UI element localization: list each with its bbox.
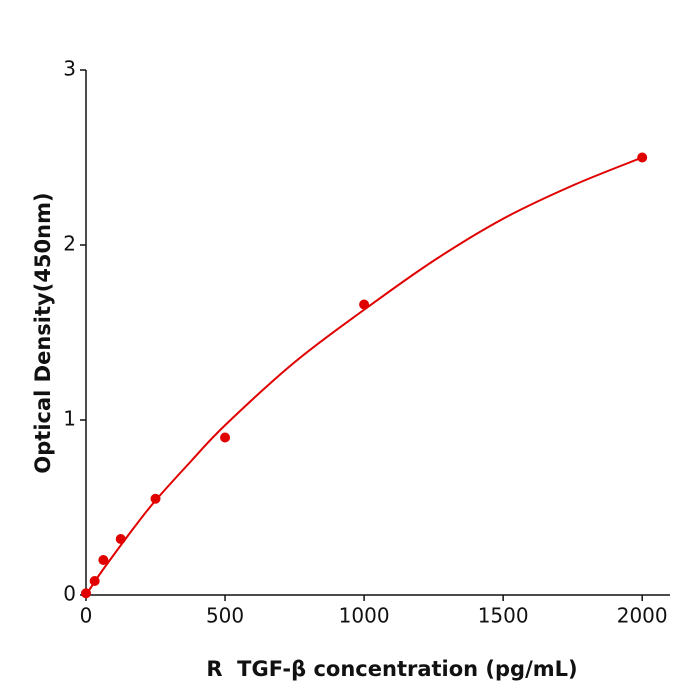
x-axis-label: R TGF-β concentration (pg/mL) [206,657,577,681]
x-tick-label: 1000 [339,604,390,628]
data-point [359,299,370,310]
data-point [81,588,91,599]
data-point [220,432,231,443]
x-tick-label: 0 [80,604,93,628]
x-tick-label: 1500 [478,604,529,628]
data-point [150,493,161,504]
data-point [115,534,126,544]
y-tick-label: 2 [63,232,76,256]
y-tick-label: 3 [63,57,76,81]
y-tick-label: 0 [63,582,76,606]
data-point [98,555,109,565]
y-tick-label: 1 [63,407,76,431]
x-tick-label: 500 [206,604,244,628]
data-point [637,152,648,163]
y-axis-label: Optical Density(450nm) [31,192,55,473]
x-tick-label: 2000 [617,604,668,628]
data-point [89,576,100,586]
fit-curve [85,156,643,596]
